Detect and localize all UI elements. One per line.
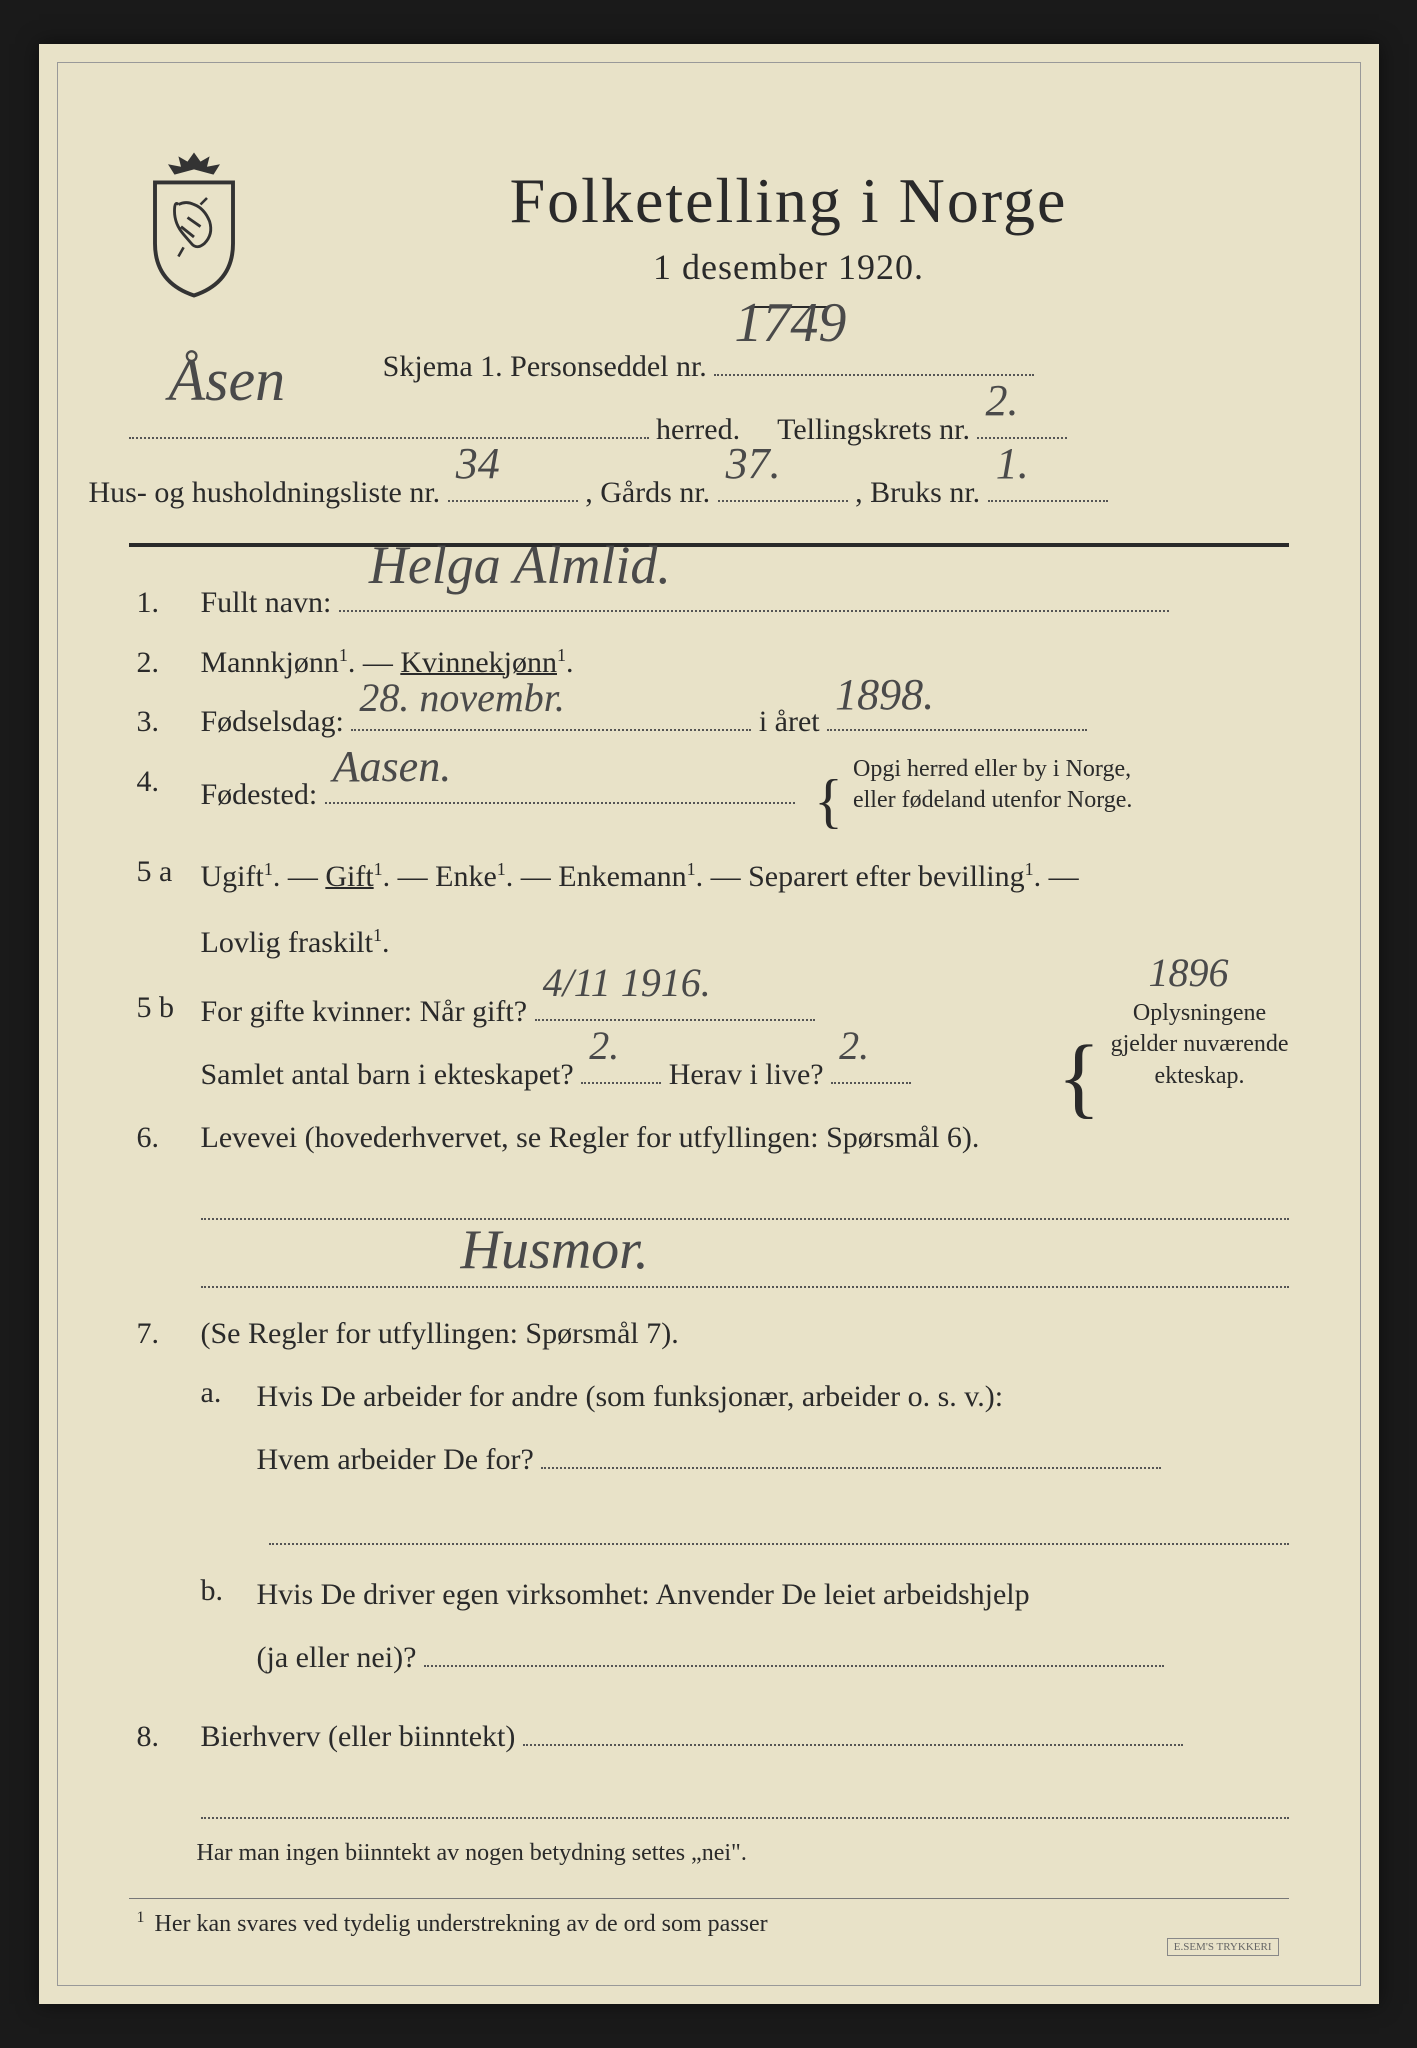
q4: 4. Fødested: Aasen. { Opgi herred eller … [129,754,1289,841]
hushold-line: Hus- og husholdningsliste nr. 34 , Gårds… [89,464,1289,521]
q2-num: 2. [129,635,201,691]
q1-num: 1. [129,575,201,631]
opt-separert: Separert efter bevilling [748,860,1025,893]
opt-enkemann: Enkemann [558,860,686,893]
liste-nr-value: 34 [456,422,500,506]
footnote-nei: Har man ingen biinntekt av nogen betydni… [189,1837,1289,1871]
mannkjonn-option: Mannkjønn [201,646,339,679]
fodselsar-value: 1898. [835,654,934,735]
page-title: Folketelling i Norge [289,164,1289,238]
q7a-line2 [269,1495,1289,1545]
q8-num: 8. [129,1709,201,1765]
skjema-label: Skjema 1. Personseddel nr. [383,350,707,383]
q7-num: 7. [129,1306,201,1362]
bruks-label: , Bruks nr. [855,476,980,509]
section-divider [129,543,1289,547]
q7b: b. Hvis De driver egen virksomhet: Anven… [201,1563,1289,1689]
herred-value: Åsen [169,323,286,437]
fullt-navn-value: Helga Almlid. [369,516,671,616]
q5b-label2: Samlet antal barn i ekteskapet? [201,1058,574,1091]
personseddel-nr-value: 1749 [734,270,846,376]
nar-gift-value: 4/11 1916. [543,941,711,1025]
q5b-label1: For gifte kvinner: Når gift? [201,995,528,1028]
hushold-label: Hus- og husholdningsliste nr. [89,476,441,509]
q4-note: { Opgi herred eller by i Norge, eller fø… [814,754,1132,841]
gards-label: , Gårds nr. [585,476,710,509]
q5b: 5 b For gifte kvinner: Når gift? 4/11 19… [129,980,1289,1106]
q8: 8. Bierhverv (eller biinntekt) [129,1709,1289,1765]
q4-label: Fødested: [201,778,318,811]
q7a-letter: a. [201,1365,257,1491]
herred-line: Åsen herred. Tellingskrets nr. 2. [129,401,1289,458]
q2: 2. Mannkjønn1. — Kvinnekjønn1. [129,635,1289,691]
opt-fraskilt: Lovlig fraskilt [201,926,373,959]
opt-enke: Enke [435,860,497,893]
header: Folketelling i Norge 1 desember 1920. [129,144,1289,308]
opt-gift: Gift [325,860,373,893]
q5b-num: 5 b [129,980,201,1106]
q7a: a. Hvis De arbeider for andre (som funks… [201,1365,1289,1491]
barn-i-live-value: 2. [839,1004,869,1088]
printer-mark: E.SEM'S TRYKKERI [1167,1938,1279,1956]
q7b-label2: (ja eller nei)? [257,1641,417,1674]
q5b-note: { Oplysningene gjelder nuværende ekteska… [1057,998,1288,1135]
q7: 7. (Se Regler for utfyllingen: Spørsmål … [129,1306,1289,1362]
bruks-nr-value: 1. [996,422,1029,506]
q6-num: 6. [129,1110,201,1166]
q6-line2: Husmor. [201,1238,1289,1288]
tellingskrets-label: Tellingskrets nr. [777,413,970,446]
footnote-understrekning: 1Her kan svares ved tydelig understrekni… [129,1907,1289,1942]
q3-mid: i året [759,705,820,738]
q3-num: 3. [129,694,201,750]
q7-label: (Se Regler for utfyllingen: Spørsmål 7). [201,1306,1289,1362]
q4-num: 4. [129,754,201,841]
opt-ugift: Ugift [201,860,264,893]
q1: 1. Fullt navn: Helga Almlid. [129,575,1289,631]
q7a-label: Hvis De arbeider for andre (som funksjon… [257,1380,1004,1413]
q6-line1 [201,1170,1289,1220]
footnote-rule [129,1898,1289,1899]
levevei-value: Husmor. [461,1218,649,1282]
q3: 3. Fødselsdag: 28. novembr. i året 1898. [129,694,1289,750]
fodselsdag-value: 28. novembr. [359,661,565,735]
q8-line2 [201,1769,1289,1819]
coat-of-arms [129,144,259,304]
margin-year-annotation: 1896 [1149,936,1229,1010]
gards-nr-value: 37. [726,422,781,506]
q7b-label: Hvis De driver egen virksomhet: Anvender… [257,1578,1030,1611]
q8-label: Bierhverv (eller biinntekt) [201,1720,516,1753]
q5b-label3: Herav i live? [669,1058,824,1091]
census-form-page: Folketelling i Norge 1 desember 1920. Sk… [39,44,1379,2004]
q5a-num: 5 a [129,844,201,976]
antal-barn-value: 2. [589,1004,619,1088]
q7b-letter: b. [201,1563,257,1689]
skjema-line: Skjema 1. Personseddel nr. 1749 [129,338,1289,395]
q7a-label2: Hvem arbeider De for? [257,1443,534,1476]
q3-label: Fødselsdag: [201,705,344,738]
q1-label: Fullt navn: [201,586,332,619]
fodested-value: Aasen. [333,726,452,807]
